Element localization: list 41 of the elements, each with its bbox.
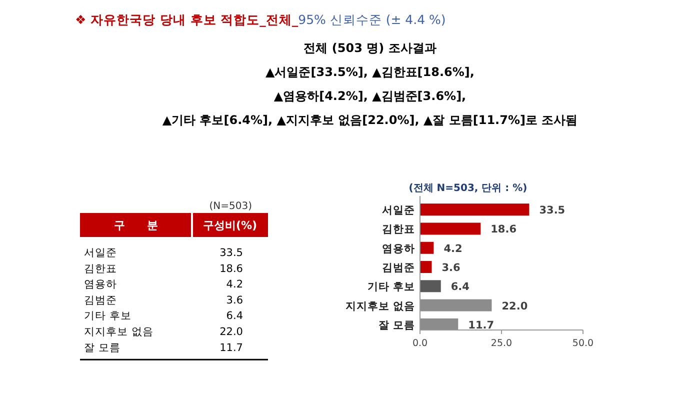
category-label: 잘 모름: [84, 342, 120, 354]
category-label: 지지후보 없음: [84, 326, 154, 338]
category-label: 김범준: [84, 294, 117, 306]
data-label: 22.0: [502, 300, 528, 312]
y-tick-label: 잘 모름: [378, 319, 415, 332]
text: 구성비(%): [202, 219, 258, 232]
y-tick-label: 김범준: [382, 262, 415, 274]
y-tick-label: 김한표: [382, 224, 415, 236]
data-label: 33.5: [539, 204, 566, 217]
data-label: 3.6: [442, 262, 460, 274]
data-label: 18.6: [490, 224, 517, 236]
text: 전체 (503 명) 조사결과: [304, 41, 436, 55]
y-tick-label: 염용하: [382, 242, 415, 255]
text: ❖ 자유한국당 당내 후보 적합도_전체_: [75, 12, 299, 27]
text: 33.5: [220, 247, 243, 259]
x-tick-label: 25.0: [490, 338, 512, 349]
text: ▲서일준[33.5%], ▲김한표[18.6%],: [266, 65, 474, 79]
text: 구 분: [114, 219, 158, 232]
y-tick-label: 서일준: [382, 204, 415, 217]
text: 18.6: [220, 262, 243, 275]
text: 6.4: [226, 310, 243, 322]
text: ▲기타 후보[6.4%], ▲지지후보 없음[22.0%], ▲잘 모름[11.7%]로 조사됨: [162, 113, 578, 127]
text: 22.0: [220, 326, 243, 338]
category-label: 서일준: [84, 247, 117, 259]
y-tick-label: 기타 후보: [367, 281, 415, 294]
x-tick-label: 0.0: [412, 338, 428, 349]
text: (N=503): [209, 201, 252, 212]
data-label: 6.4: [450, 281, 470, 294]
text: 4.2: [226, 278, 243, 291]
y-tick-label: 지지후보 없음: [344, 300, 415, 312]
text: 11.7: [220, 342, 243, 354]
text: 3.6: [226, 294, 243, 306]
text: ▲염용하[4.2%], ▲김범준[3.6%],: [274, 89, 466, 103]
category-label: 염용하: [84, 278, 117, 291]
data-label: 4.2: [444, 242, 462, 255]
data-label: 11.7: [468, 319, 494, 332]
text: (전체 N=503, 단위 : %): [408, 183, 528, 194]
x-tick-label: 50.0: [572, 338, 594, 349]
category-label: 기타 후보: [84, 310, 132, 322]
category-label: 김한표: [84, 262, 117, 275]
chart-subtitle: 95% 신뢰수준 (± 4.4 %): [298, 12, 446, 27]
